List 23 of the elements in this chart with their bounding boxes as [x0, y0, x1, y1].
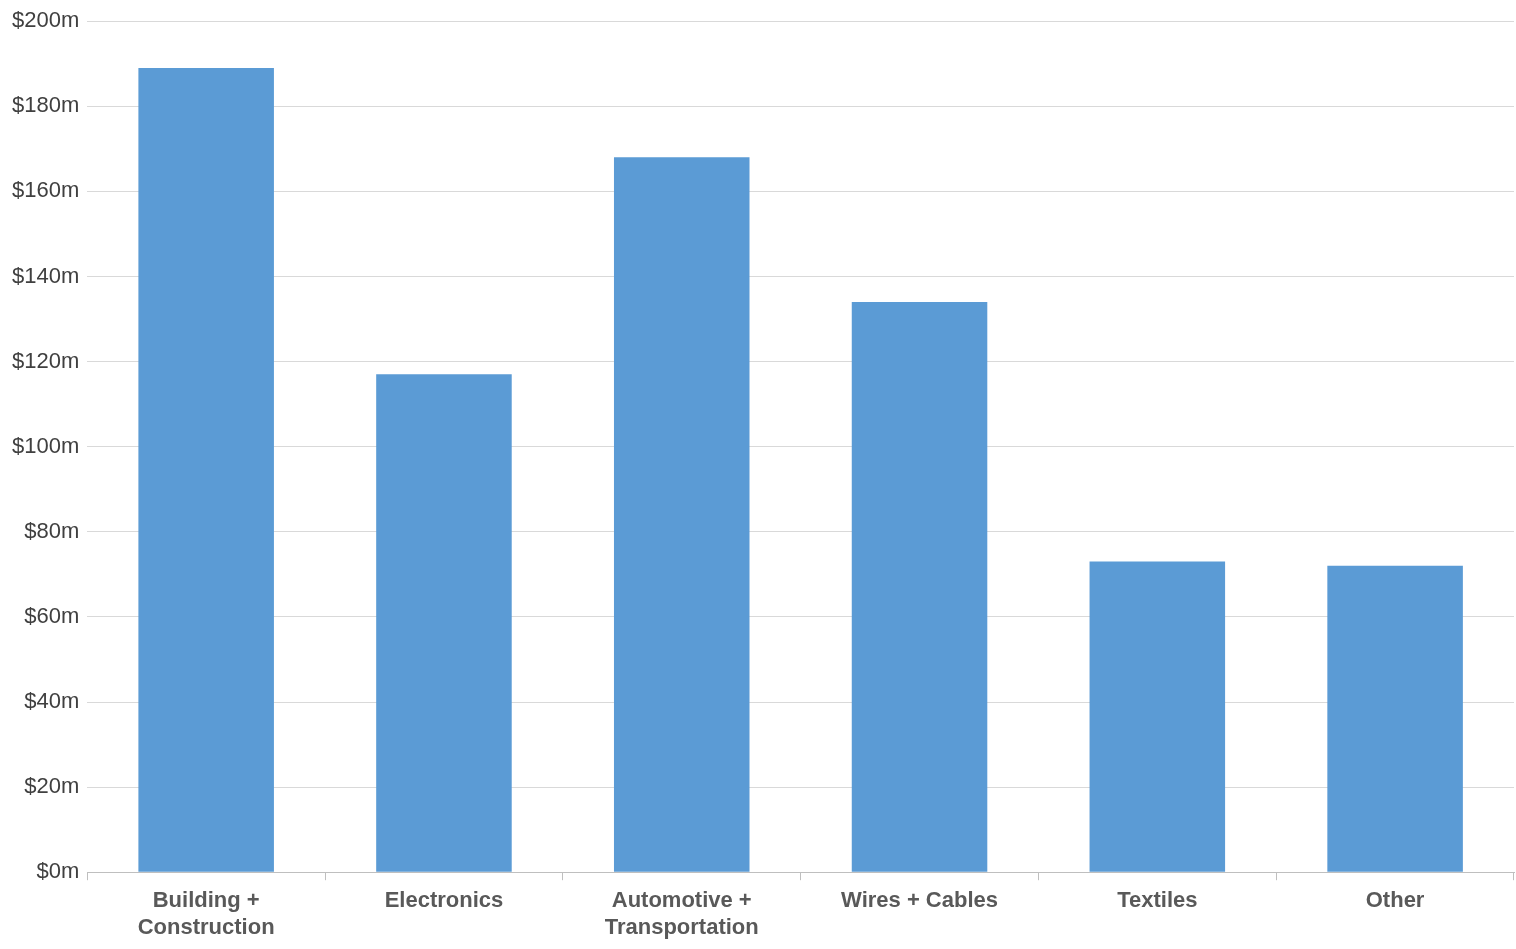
y-tick-label: $100m	[11, 432, 80, 458]
bar	[851, 302, 988, 872]
x-tick-label: Building + Construction	[137, 887, 275, 939]
x-tick-label: Electronics	[384, 887, 504, 913]
y-tick-label: $60m	[24, 602, 80, 628]
x-tick-label: Other	[1365, 887, 1425, 913]
x-tick-label: Automotive + Transportation	[604, 887, 759, 939]
y-tick-label: $20m	[24, 773, 80, 799]
y-tick-label: $180m	[11, 92, 80, 118]
bar	[613, 157, 750, 872]
y-tick-label: $200m	[11, 7, 80, 33]
bar	[138, 68, 274, 872]
x-tick-label: Textiles	[1117, 887, 1198, 913]
bar	[376, 374, 512, 872]
y-tick-label: $120m	[11, 347, 80, 373]
y-tick-label: $140m	[11, 262, 80, 288]
y-tick-label: $0m	[36, 858, 80, 884]
bar	[1089, 561, 1226, 872]
bar	[1327, 565, 1463, 872]
y-tick-label: $80m	[24, 517, 80, 543]
y-tick-label: $160m	[11, 177, 80, 203]
x-tick-label: Wires + Cables	[841, 887, 998, 913]
y-tick-label: $40m	[24, 688, 80, 714]
